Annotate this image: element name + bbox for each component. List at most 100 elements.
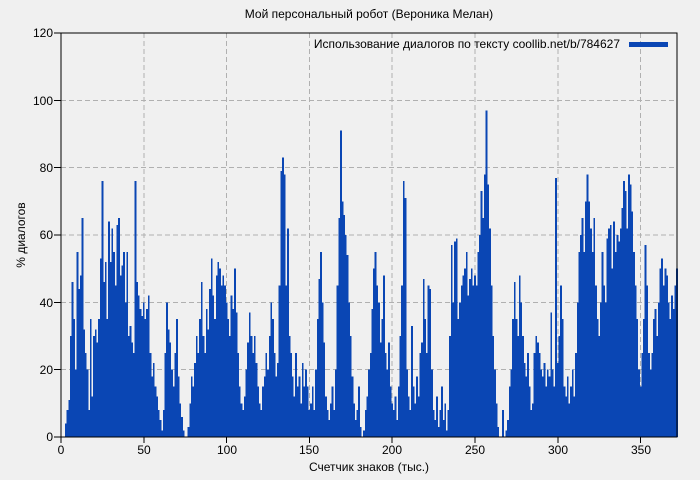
bar	[359, 426, 362, 437]
bar	[437, 426, 440, 437]
bar	[493, 369, 496, 437]
bar	[273, 352, 276, 437]
bar	[127, 336, 130, 437]
bar	[384, 352, 387, 437]
bar	[548, 376, 551, 437]
bar	[248, 312, 251, 437]
bar	[295, 352, 298, 437]
y-tick-label-40: 40	[39, 296, 53, 310]
bar	[571, 369, 574, 437]
bar	[141, 315, 144, 437]
bar	[586, 174, 589, 437]
bar	[325, 396, 327, 437]
bar	[111, 228, 114, 437]
bar	[581, 218, 584, 437]
bar	[86, 369, 89, 437]
bar	[131, 342, 134, 437]
bar	[232, 309, 235, 437]
legend: Использование диалогов по тексту coollib…	[314, 37, 668, 51]
x-tick-label-50: 50	[137, 443, 151, 457]
bar	[565, 396, 567, 437]
bar	[657, 302, 660, 437]
bar	[229, 336, 231, 437]
bar	[270, 302, 273, 437]
x-tick-label-300: 300	[547, 443, 569, 457]
bar	[263, 376, 266, 437]
bar	[84, 352, 87, 437]
bar	[296, 386, 299, 437]
bar	[611, 268, 614, 437]
bar	[245, 369, 248, 437]
bar	[541, 376, 544, 437]
bar	[187, 426, 190, 437]
bar	[126, 251, 129, 437]
bar	[642, 319, 645, 437]
bar	[455, 238, 458, 437]
bar	[546, 369, 549, 437]
bar	[190, 376, 193, 437]
bar	[389, 386, 392, 437]
bar	[137, 295, 140, 437]
bar	[589, 228, 592, 437]
bar	[356, 410, 359, 437]
bar	[505, 430, 508, 437]
y-axis-title: % диалогов	[14, 202, 28, 268]
bar	[661, 258, 663, 437]
bar	[326, 410, 329, 437]
bar	[507, 420, 509, 437]
bar	[378, 302, 380, 437]
bar	[439, 410, 442, 437]
bar	[550, 312, 553, 437]
bar	[563, 386, 566, 437]
bar	[220, 285, 223, 437]
bar	[159, 420, 162, 437]
bar	[540, 369, 543, 437]
bar	[409, 410, 412, 437]
bar	[528, 386, 531, 437]
x-tick-label-350: 350	[630, 443, 652, 457]
bar	[169, 342, 172, 437]
bar	[482, 218, 485, 437]
bar	[621, 208, 624, 437]
bar	[310, 403, 312, 437]
bar	[277, 362, 279, 437]
bar	[459, 302, 461, 437]
bar	[508, 386, 511, 437]
bar	[338, 218, 341, 437]
bar	[545, 386, 548, 437]
bar	[402, 181, 405, 437]
bar	[136, 282, 139, 437]
bar	[414, 403, 417, 437]
bar	[113, 251, 115, 437]
bar	[618, 241, 620, 437]
x-tick-label-250: 250	[464, 443, 486, 457]
bar	[212, 295, 215, 437]
bar	[108, 221, 110, 437]
bar	[533, 352, 536, 437]
bar	[285, 285, 288, 437]
bar	[83, 329, 86, 437]
bar	[646, 285, 649, 437]
bar	[227, 319, 230, 437]
bar	[195, 336, 198, 437]
bar	[551, 369, 554, 437]
bar	[281, 157, 284, 437]
bar	[202, 336, 205, 437]
bar	[192, 386, 195, 437]
bar	[118, 218, 120, 437]
bar	[601, 251, 604, 437]
bar	[265, 352, 268, 437]
bar	[123, 251, 125, 437]
bar	[313, 410, 316, 437]
bar	[532, 403, 534, 437]
bar	[527, 352, 529, 437]
x-tick-label-200: 200	[381, 443, 403, 457]
bar	[298, 376, 301, 437]
bar	[599, 302, 602, 437]
bar	[460, 285, 463, 437]
bar	[596, 319, 599, 437]
bar	[672, 309, 675, 437]
x-tick-label-100: 100	[216, 443, 238, 457]
bar	[492, 336, 495, 437]
